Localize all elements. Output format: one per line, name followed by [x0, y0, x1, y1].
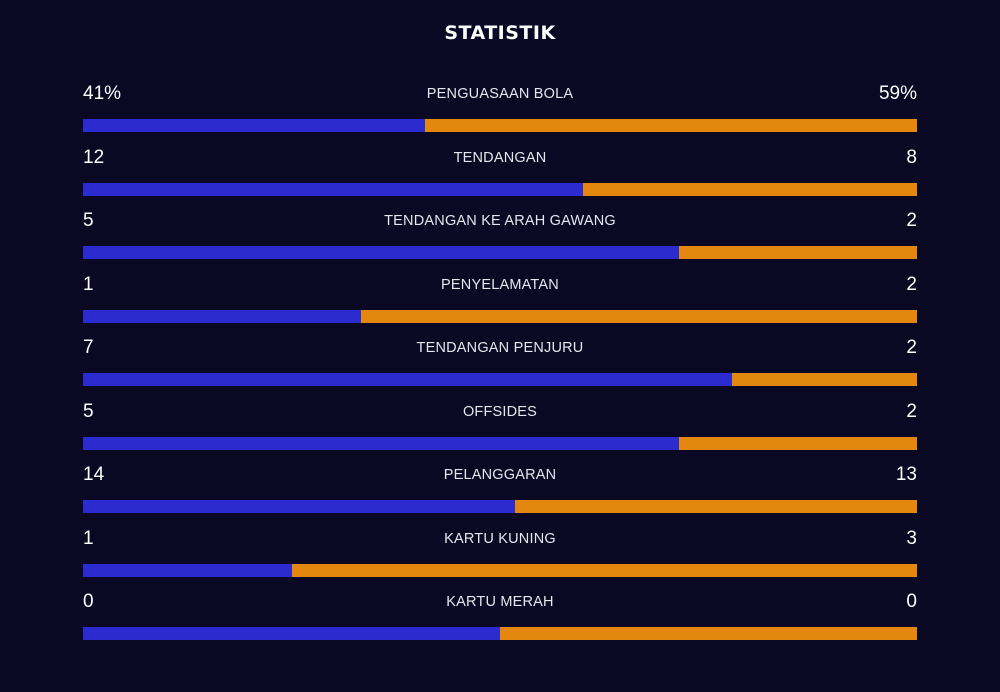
stat-bar: [83, 309, 917, 323]
away-value: 2: [906, 273, 917, 295]
home-value: 14: [83, 464, 105, 485]
away-value: 2: [906, 210, 917, 231]
stat-bar: [83, 436, 917, 450]
away-value: 8: [906, 146, 917, 168]
home-value: 12: [83, 146, 105, 168]
home-bar-segment: [83, 436, 679, 450]
stat-label: KARTU KUNING: [444, 530, 556, 547]
away-bar-segment: [678, 246, 917, 259]
stat-row: 5 TENDANGAN KE ARAH GAWANG 2: [83, 207, 917, 271]
stat-label: PELANGGARAN: [443, 467, 557, 483]
stat-bar: [83, 627, 917, 640]
stat-bar: [83, 119, 917, 132]
home-bar-segment: [83, 373, 732, 386]
stat-row: 12 TENDANGAN 8: [83, 144, 917, 208]
home-value: 5: [83, 400, 94, 422]
stat-label: PENGUASAAN BOLA: [426, 86, 574, 102]
stat-row: 0 KARTU MERAH 0: [83, 588, 917, 652]
home-value: 7: [83, 337, 94, 358]
stat-bar: [83, 182, 917, 196]
home-bar-segment: [83, 563, 292, 577]
home-bar-segment: [83, 627, 500, 640]
chart-title: STATISTIK: [444, 22, 556, 44]
away-bar-segment: [360, 309, 917, 323]
away-value: 3: [906, 527, 917, 549]
away-value: 59%: [878, 83, 917, 104]
away-bar-segment: [500, 627, 917, 640]
stat-label: TENDANGAN PENJURU: [416, 340, 584, 356]
home-bar-segment: [83, 182, 584, 196]
stat-row: 41% PENGUASAAN BOLA 59%: [83, 80, 917, 144]
stat-label: KARTU MERAH: [446, 594, 554, 610]
stat-bar: [83, 373, 917, 386]
home-value: 1: [83, 273, 94, 295]
away-bar-segment: [424, 119, 917, 132]
stat-row: 7 TENDANGAN PENJURU 2: [83, 334, 917, 398]
home-bar-segment: [83, 500, 516, 513]
stat-row: 1 PENYELAMATAN 2: [83, 271, 917, 335]
away-value: 2: [906, 337, 917, 358]
stat-bar: [83, 246, 917, 259]
home-bar-segment: [83, 246, 679, 259]
away-value: 0: [906, 591, 917, 612]
away-bar-segment: [291, 563, 917, 577]
stat-bar: [83, 500, 917, 513]
away-value: 13: [895, 464, 917, 485]
stat-row: 5 OFFSIDES 2: [83, 398, 917, 462]
stat-bar: [83, 563, 917, 577]
stat-label: TENDANGAN KE ARAH GAWANG: [384, 213, 616, 229]
home-bar-segment: [83, 309, 361, 323]
away-bar-segment: [731, 373, 917, 386]
stat-label: TENDANGAN: [453, 149, 547, 166]
stat-label: OFFSIDES: [462, 403, 538, 420]
home-bar-segment: [83, 119, 425, 132]
stat-row: 14 PELANGGARAN 13: [83, 461, 917, 525]
away-value: 2: [906, 400, 917, 422]
stats-list: 41% PENGUASAAN BOLA 59% 12 TENDANGAN 8 5 TENDAN…: [83, 80, 917, 652]
home-value: 1: [83, 527, 94, 549]
home-value: 0: [83, 591, 94, 612]
stat-label: PENYELAMATAN: [441, 276, 559, 293]
stat-row: 1 KARTU KUNING 3: [83, 525, 917, 589]
away-bar-segment: [583, 182, 917, 196]
away-bar-segment: [678, 436, 917, 450]
home-value: 41%: [83, 83, 122, 104]
home-value: 5: [83, 210, 94, 231]
away-bar-segment: [515, 500, 917, 513]
